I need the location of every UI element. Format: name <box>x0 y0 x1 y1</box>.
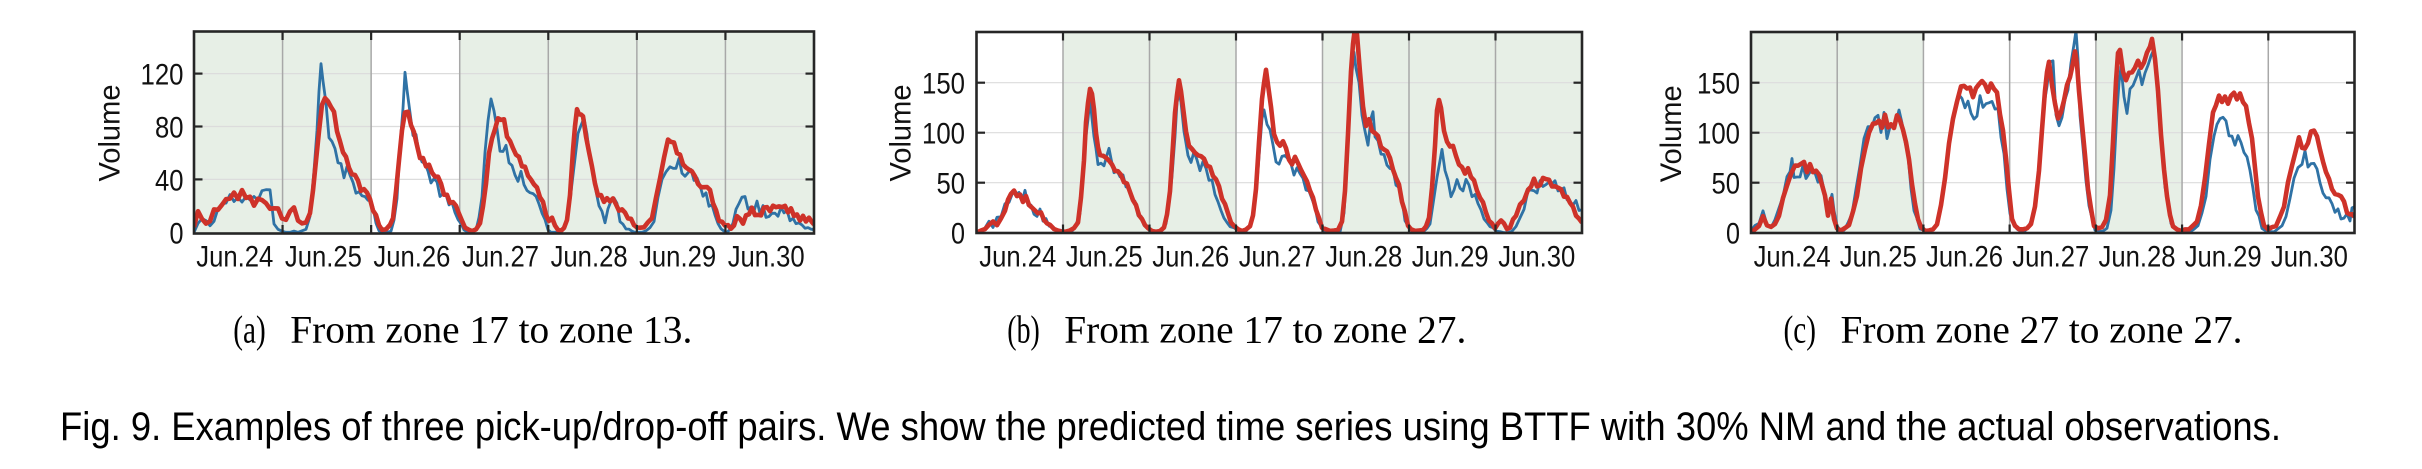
svg-text:From zone 17 to zone 27.: From zone 17 to zone 27. <box>1064 309 1466 352</box>
svg-text:50: 50 <box>937 168 966 201</box>
svg-text:Jun.30: Jun.30 <box>728 241 805 274</box>
svg-text:Jun.30: Jun.30 <box>1498 241 1575 274</box>
svg-text:Jun.28: Jun.28 <box>1325 241 1402 274</box>
svg-text:100: 100 <box>1697 118 1740 151</box>
svg-text:80: 80 <box>155 112 184 145</box>
svg-text:Jun.28: Jun.28 <box>2099 241 2176 274</box>
svg-text:Jun.28: Jun.28 <box>551 241 628 274</box>
svg-text:Volume: Volume <box>885 85 918 182</box>
svg-text:(c): (c) <box>1784 309 1817 352</box>
svg-text:Jun.29: Jun.29 <box>639 241 716 274</box>
svg-text:Jun.30: Jun.30 <box>2271 241 2348 274</box>
svg-text:Jun.24: Jun.24 <box>1754 241 1831 274</box>
svg-text:0: 0 <box>951 218 965 251</box>
svg-text:Volume: Volume <box>94 85 127 182</box>
svg-text:0: 0 <box>170 217 184 250</box>
svg-text:Jun.26: Jun.26 <box>373 241 450 274</box>
svg-text:From zone 27 to zone 27.: From zone 27 to zone 27. <box>1841 309 2243 352</box>
svg-text:From zone 17 to zone 13.: From zone 17 to zone 13. <box>290 309 692 352</box>
svg-text:Jun.24: Jun.24 <box>196 241 273 274</box>
svg-text:(a): (a) <box>233 309 265 352</box>
svg-text:Jun.27: Jun.27 <box>2012 241 2089 274</box>
svg-text:100: 100 <box>922 118 965 151</box>
svg-text:Fig. 9. Examples of three pick: Fig. 9. Examples of three pick-up/drop-o… <box>60 405 2281 449</box>
svg-text:Jun.25: Jun.25 <box>1066 241 1143 274</box>
svg-text:Jun.29: Jun.29 <box>2185 241 2262 274</box>
svg-text:Jun.25: Jun.25 <box>1840 241 1917 274</box>
svg-text:Volume: Volume <box>1655 85 1688 182</box>
svg-text:(b): (b) <box>1007 309 1040 352</box>
svg-text:50: 50 <box>1712 168 1741 201</box>
svg-text:Jun.25: Jun.25 <box>285 241 362 274</box>
svg-text:Jun.26: Jun.26 <box>1152 241 1229 274</box>
svg-text:Jun.24: Jun.24 <box>979 241 1056 274</box>
svg-text:Jun.29: Jun.29 <box>1412 241 1489 274</box>
svg-text:150: 150 <box>1697 68 1740 101</box>
svg-text:0: 0 <box>1726 218 1740 251</box>
svg-text:Jun.27: Jun.27 <box>462 241 539 274</box>
svg-text:Jun.27: Jun.27 <box>1239 241 1316 274</box>
svg-text:Jun.26: Jun.26 <box>1926 241 2003 274</box>
svg-text:120: 120 <box>141 59 184 92</box>
svg-text:40: 40 <box>155 164 184 197</box>
svg-text:150: 150 <box>922 68 965 101</box>
